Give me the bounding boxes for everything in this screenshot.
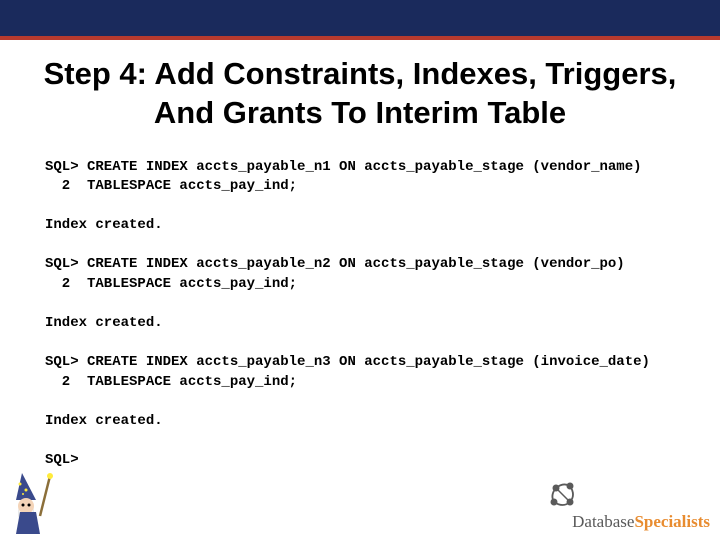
logo-text: DatabaseSpecialists xyxy=(572,512,710,532)
sql-code-block: SQL> CREATE INDEX accts_payable_n1 ON ac… xyxy=(45,158,705,472)
logo-part2: Specialists xyxy=(634,512,710,531)
slide-content: Step 4: Add Constraints, Indexes, Trigge… xyxy=(0,40,720,471)
top-bar xyxy=(0,0,720,40)
logo-graphic-icon xyxy=(546,478,580,512)
slide-title: Step 4: Add Constraints, Indexes, Trigge… xyxy=(15,55,705,133)
logo-part1: Database xyxy=(572,512,634,531)
wizard-mascot-icon xyxy=(2,468,62,538)
company-logo: DatabaseSpecialists xyxy=(572,512,710,532)
